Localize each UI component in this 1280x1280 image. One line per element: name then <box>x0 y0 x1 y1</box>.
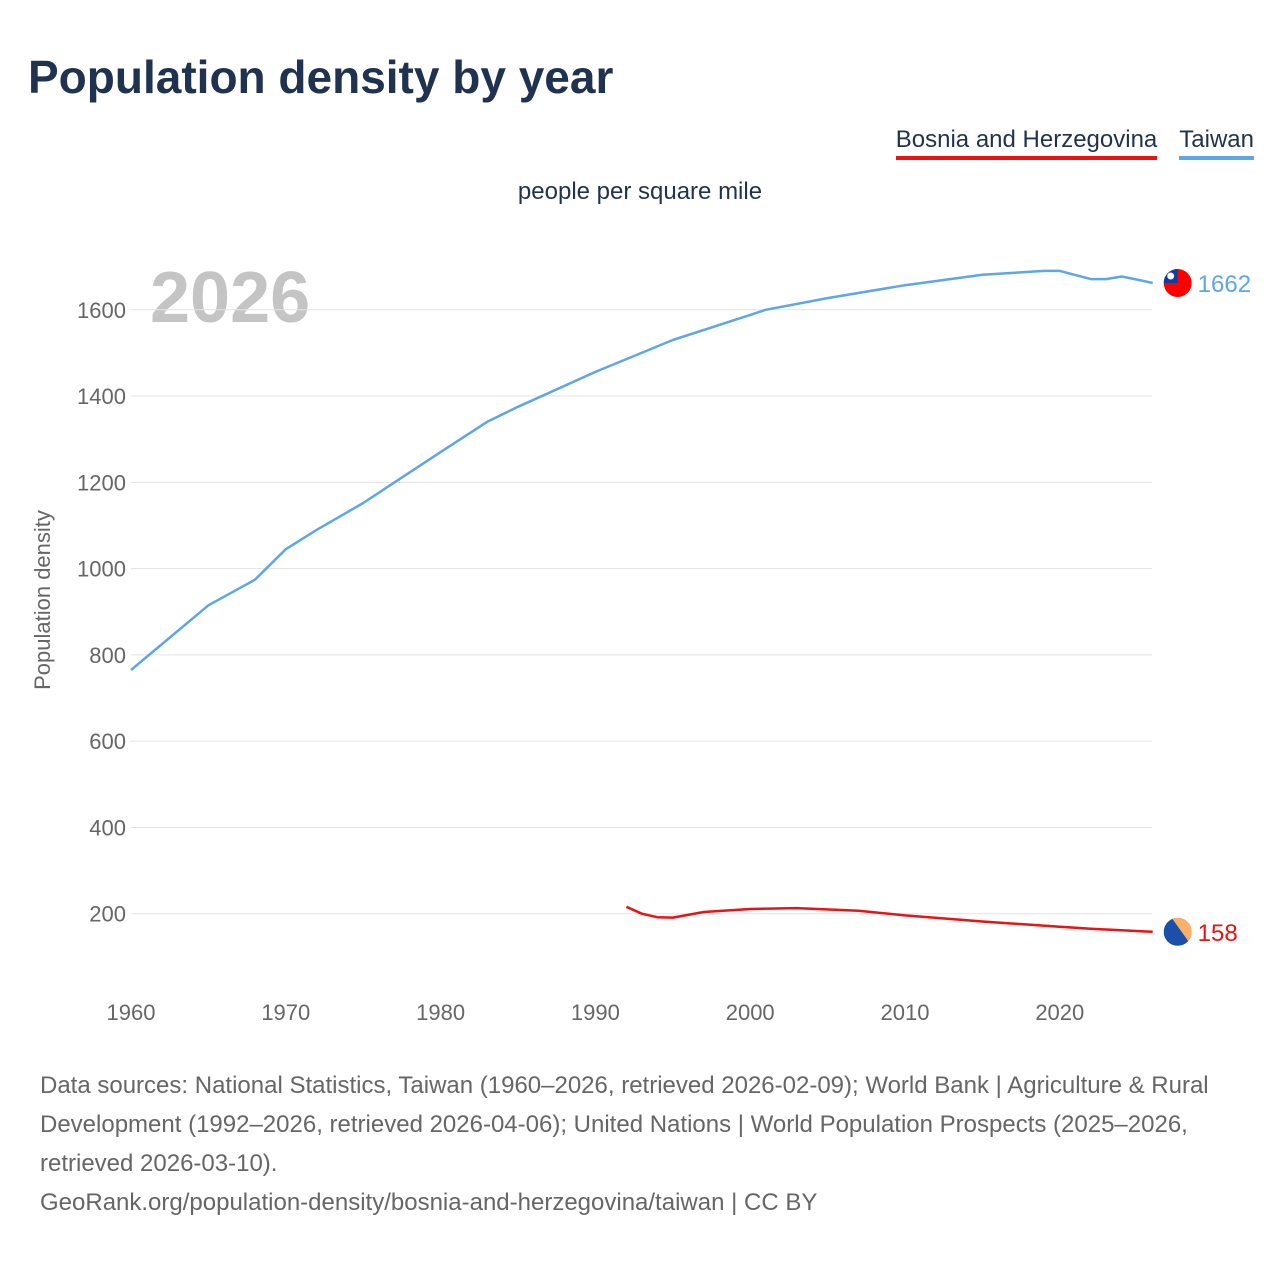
series-line-bosnia <box>625 905 1153 934</box>
series-line-taiwan <box>130 269 1153 671</box>
chart-plot: 2026 200 400 600 800 1000 1200 1400 1600 1960 1970… <box>30 258 1251 1025</box>
end-value-label-bosnia: 158 <box>1198 920 1238 947</box>
data-sources: Data sources: National Statistics, Taiwa… <box>40 1072 1209 1177</box>
legend-item-taiwan[interactable]: Taiwan <box>1179 126 1254 160</box>
y-axis-label: Population density <box>30 510 55 690</box>
x-tick-label: 1970 <box>261 1000 310 1025</box>
taiwan-flag-icon <box>1163 269 1192 298</box>
footer: Data sources: National Statistics, Taiwa… <box>40 1066 1250 1222</box>
y-tick-label: 200 <box>89 902 126 927</box>
y-tick-label: 800 <box>89 643 126 668</box>
year-watermark: 2026 <box>150 258 310 338</box>
legend: Bosnia and Herzegovina Taiwan <box>895 126 1254 160</box>
y-tick-label: 400 <box>89 815 126 840</box>
x-tick-label: 2020 <box>1035 1000 1084 1025</box>
x-tick-label: 2010 <box>881 1000 930 1025</box>
chart-title: Population density by year <box>28 51 614 103</box>
chart-subtitle: people per square mile <box>517 178 763 205</box>
bosnia-flag-icon <box>1163 917 1192 946</box>
y-tick-label: 1200 <box>77 470 126 495</box>
legend-item-bosnia[interactable]: Bosnia and Herzegovina <box>895 126 1158 160</box>
x-tick-label: 1960 <box>107 1000 156 1025</box>
y-tick-label: 1000 <box>77 557 126 582</box>
y-tick-label: 600 <box>89 729 126 754</box>
x-tick-label: 2000 <box>726 1000 775 1025</box>
x-tick-label: 1990 <box>571 1000 620 1025</box>
y-tick-label: 1600 <box>77 298 126 323</box>
x-tick-label: 1980 <box>416 1000 465 1025</box>
end-value-label-taiwan: 1662 <box>1198 271 1251 298</box>
y-tick-label: 1400 <box>77 384 126 409</box>
source-link[interactable]: GeoRank.org/population-density/bosnia-an… <box>40 1189 818 1216</box>
